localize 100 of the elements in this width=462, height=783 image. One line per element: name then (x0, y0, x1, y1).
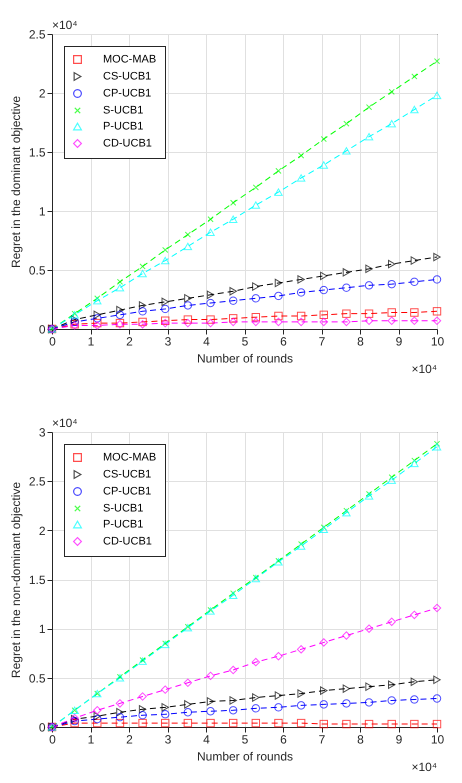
legend-label: P-UCB1 (103, 518, 144, 530)
point (138, 705, 146, 714)
y-axis-title: Regret in the non-dominant objective (8, 482, 23, 678)
text: ×10⁴ (52, 416, 78, 430)
point (161, 710, 170, 718)
point (184, 700, 192, 709)
point (388, 720, 396, 728)
point (138, 307, 147, 316)
point (296, 174, 306, 182)
point (229, 287, 237, 296)
point (432, 307, 442, 316)
point (161, 304, 170, 314)
point (410, 720, 419, 728)
point (274, 703, 283, 712)
point (296, 288, 306, 297)
point (116, 712, 124, 722)
point (93, 314, 102, 323)
point (138, 711, 147, 720)
point (116, 699, 124, 708)
point (274, 318, 283, 326)
x-tick-label: 6 (280, 732, 288, 746)
point (161, 316, 170, 325)
point (411, 73, 418, 80)
point (228, 706, 238, 714)
point (161, 256, 170, 264)
text: ×10⁴ (411, 760, 437, 774)
point (274, 691, 282, 700)
point (252, 693, 260, 702)
point (228, 666, 238, 674)
point (410, 256, 418, 265)
x-tick-label: 8 (357, 732, 364, 746)
point (432, 92, 442, 100)
point (228, 718, 238, 728)
point (432, 316, 442, 325)
point (342, 268, 350, 277)
point (388, 474, 395, 480)
point (342, 631, 351, 640)
point (366, 490, 372, 498)
legend-label: CS-UCB1 (103, 70, 152, 82)
point (116, 718, 124, 728)
point (161, 318, 170, 328)
point (410, 278, 419, 286)
point (366, 104, 372, 110)
point (228, 216, 238, 223)
point (433, 252, 441, 262)
point (162, 298, 169, 306)
y-tick-label: 0.5 (28, 264, 46, 278)
x-tick-label: 9 (396, 334, 403, 348)
x-tick-label: 10 (430, 732, 444, 746)
point (94, 295, 100, 302)
point (252, 718, 260, 728)
legend-label: MOC-MAB (103, 54, 156, 66)
point (94, 712, 101, 720)
point (162, 246, 168, 254)
point (432, 275, 442, 284)
x-tick-label: 4 (203, 334, 210, 348)
point (228, 318, 238, 326)
point (320, 720, 328, 728)
point (410, 695, 419, 704)
point (296, 542, 306, 550)
point (410, 460, 419, 468)
y-tick-label: 1.5 (28, 146, 46, 160)
point (320, 310, 328, 320)
point (388, 618, 396, 626)
point (161, 685, 170, 694)
y-tick-label: 2 (38, 86, 46, 100)
point (70, 315, 78, 324)
point (252, 282, 260, 291)
point (320, 526, 328, 534)
point (296, 318, 306, 326)
point (252, 318, 260, 326)
point (296, 312, 306, 320)
point (432, 720, 442, 728)
legend-label: CP-UCB1 (103, 486, 152, 498)
x-tick-label: 0 (49, 334, 56, 348)
point (320, 136, 327, 142)
point (365, 682, 373, 691)
point (432, 443, 442, 450)
x-tick-label: 10 (430, 334, 444, 348)
point (252, 201, 260, 209)
point (162, 703, 169, 712)
point (252, 294, 260, 303)
point (94, 310, 101, 320)
point (364, 132, 374, 140)
point (388, 680, 396, 689)
point (184, 678, 192, 687)
legend-label: CD-UCB1 (103, 536, 152, 548)
point (275, 168, 282, 174)
point (342, 147, 351, 155)
point (343, 120, 350, 127)
point (298, 152, 304, 159)
point (320, 700, 328, 709)
point (230, 590, 236, 596)
point (252, 184, 259, 190)
point (365, 264, 373, 274)
point (139, 263, 146, 270)
point (388, 120, 396, 128)
point (274, 652, 283, 660)
y-tick-label: 1 (38, 622, 46, 636)
point (342, 720, 351, 728)
